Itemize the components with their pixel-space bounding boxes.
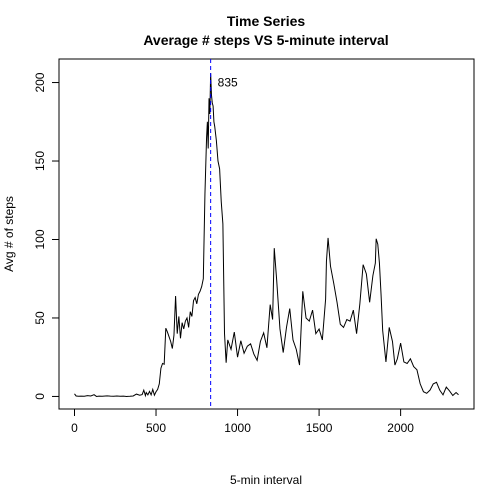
- chart-title: Time Series: [227, 13, 306, 29]
- x-axis-label: 5-min interval: [230, 473, 302, 487]
- y-axis: 0 50 100 150 200: [33, 72, 60, 400]
- x-tick-label: 1500: [306, 421, 333, 435]
- x-tick-label: 1000: [224, 421, 251, 435]
- x-tick-label: 0: [71, 421, 78, 435]
- peak-annotation: 835: [218, 76, 238, 90]
- chart-subtitle: Average # steps VS 5-minute interval: [143, 32, 388, 48]
- x-axis: 0 500 1000 1500 2000: [71, 408, 414, 435]
- x-tick-label: 2000: [387, 421, 414, 435]
- y-tick-label: 0: [33, 393, 47, 400]
- y-tick-label: 150: [33, 151, 47, 171]
- x-tick-label: 500: [146, 421, 166, 435]
- series-line-avg-steps: [74, 73, 459, 398]
- y-tick-label: 100: [33, 229, 47, 249]
- y-tick-label: 200: [33, 72, 47, 92]
- y-axis-label: Avg # of steps: [2, 196, 16, 272]
- y-tick-label: 50: [33, 311, 47, 325]
